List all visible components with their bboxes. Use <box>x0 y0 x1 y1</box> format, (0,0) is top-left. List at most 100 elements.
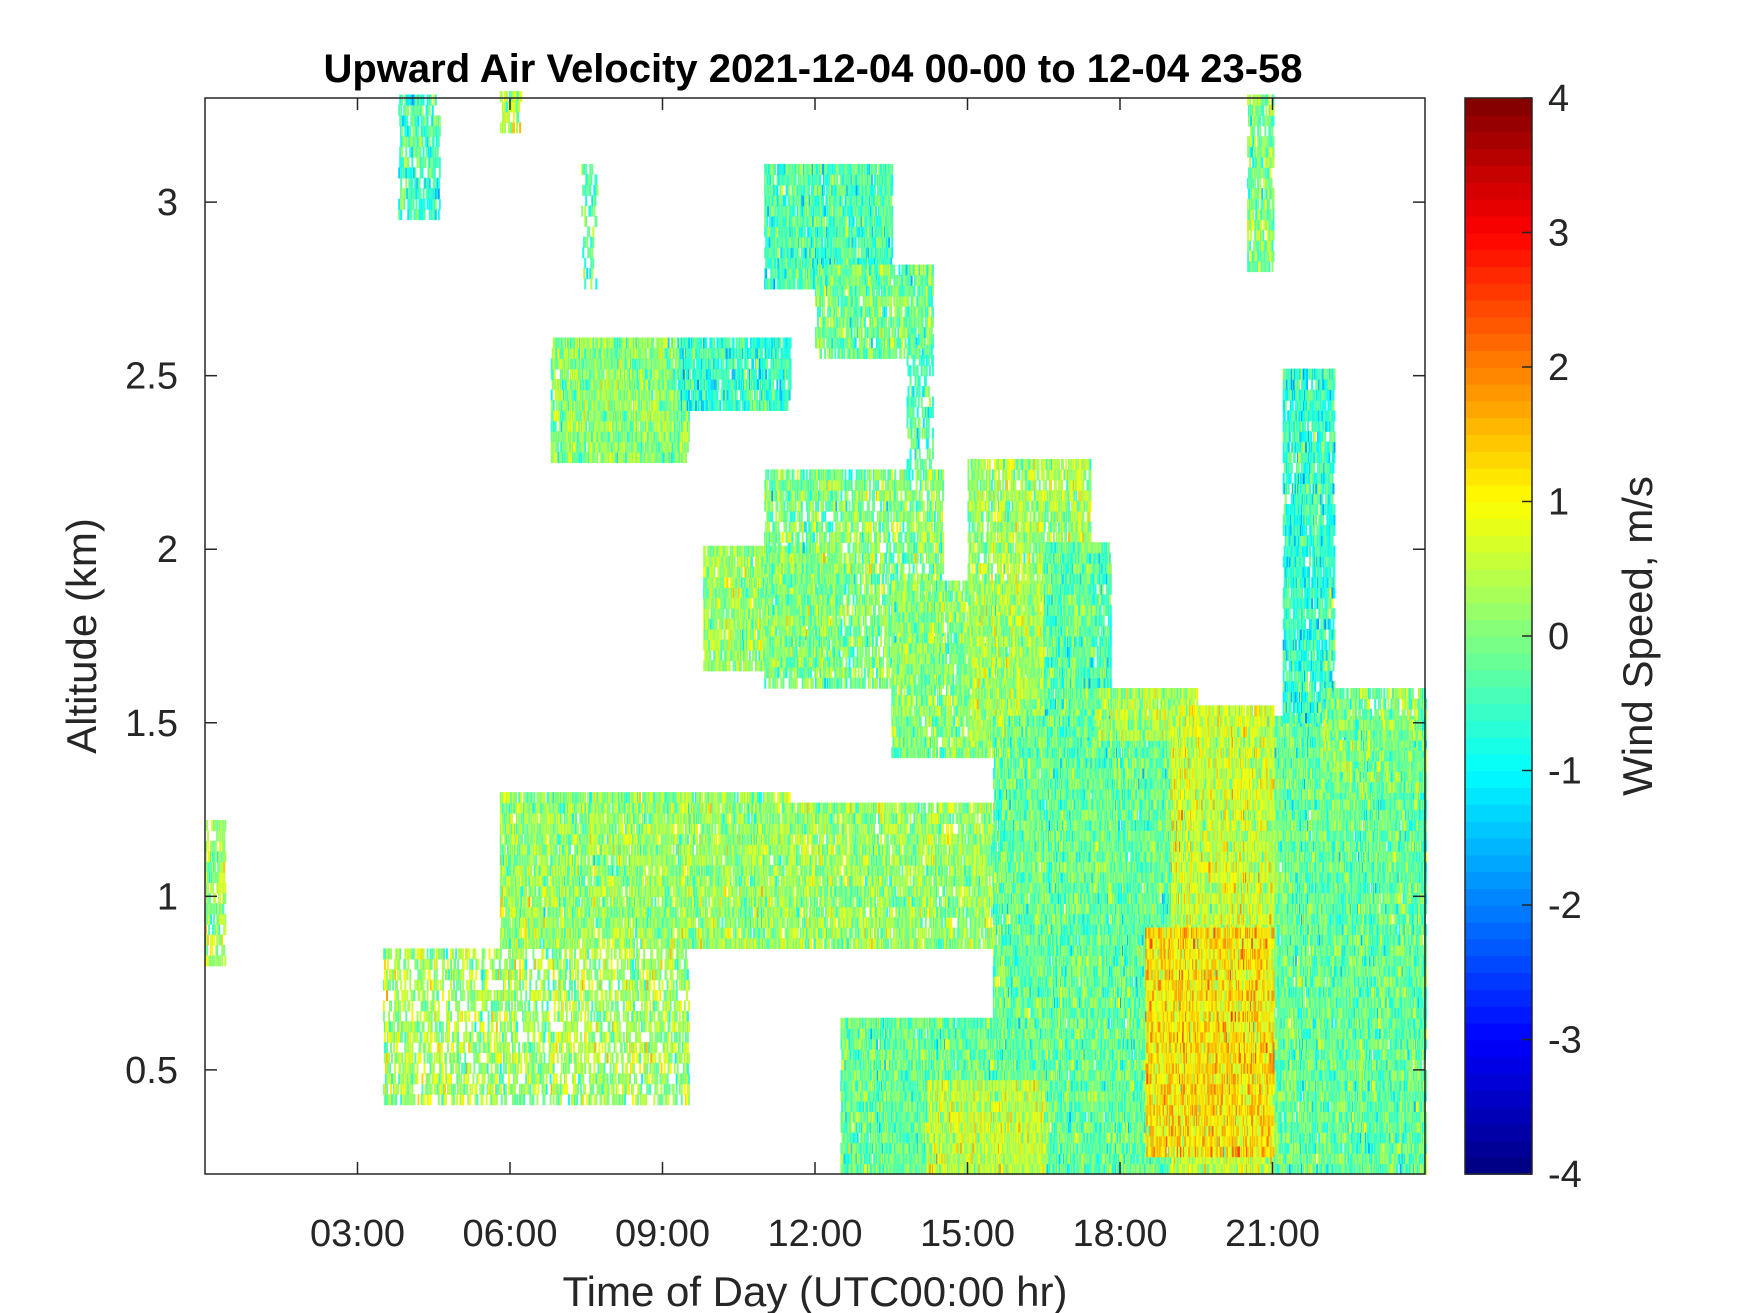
heatmap-cell <box>592 258 594 269</box>
heatmap-cell <box>624 410 626 421</box>
heatmap-cell <box>420 188 422 199</box>
heatmap-cell <box>430 95 432 106</box>
heatmap-cell <box>211 903 213 914</box>
heatmap-cell <box>585 216 587 227</box>
heatmap-cell <box>667 358 669 369</box>
heatmap-cell <box>600 442 602 453</box>
heatmap-cell <box>593 442 595 453</box>
heatmap-cell <box>213 935 215 946</box>
heatmap-cell <box>588 174 590 185</box>
heatmap-cell <box>569 421 571 432</box>
heatmap-cell <box>650 421 652 432</box>
heatmap-cell <box>661 421 663 432</box>
heatmap-cell <box>637 379 639 390</box>
heatmap-cell <box>219 882 221 893</box>
heatmap-cell <box>216 945 218 956</box>
heatmap-cell <box>207 935 209 946</box>
heatmap-cell <box>712 348 714 359</box>
heatmap-cell <box>224 882 226 893</box>
heatmap-cell <box>585 421 587 432</box>
heatmap-cell <box>591 164 593 175</box>
heatmap-cell <box>584 358 586 369</box>
heatmap-cell <box>678 400 680 411</box>
heatmap-cell <box>206 914 208 925</box>
heatmap-cell <box>215 851 217 862</box>
heatmap-cell <box>586 268 588 279</box>
heatmap-cell <box>592 338 594 349</box>
heatmap-cell <box>568 379 570 390</box>
heatmap-cell <box>217 903 219 914</box>
heatmap-cell <box>622 369 624 380</box>
heatmap-cell <box>691 379 693 390</box>
heatmap-cell <box>427 199 429 210</box>
heatmap-cell <box>437 147 439 158</box>
heatmap-cell <box>518 102 520 113</box>
heatmap-cell <box>642 390 644 401</box>
heatmap-cell <box>713 338 715 349</box>
heatmap-cell <box>430 157 432 168</box>
heatmap-cell <box>644 410 646 421</box>
heatmap-cell <box>436 126 438 137</box>
heatmap-cell <box>573 442 575 453</box>
heatmap-cell <box>565 379 567 390</box>
heatmap-cell <box>565 442 567 453</box>
heatmap-cell <box>439 199 441 210</box>
heatmap-cell <box>609 338 611 349</box>
heatmap-cell <box>410 136 412 147</box>
heatmap-cell <box>429 209 431 220</box>
heatmap-cell <box>717 379 719 390</box>
heatmap-cell <box>435 209 437 220</box>
heatmap-cell <box>406 115 408 126</box>
heatmap-cell <box>224 955 226 966</box>
heatmap-cell <box>591 247 593 258</box>
heatmap-cell <box>669 410 671 421</box>
heatmap-cell <box>626 421 628 432</box>
heatmap-cell <box>402 157 404 168</box>
heatmap-cell <box>718 369 720 380</box>
heatmap-cell <box>668 431 670 442</box>
heatmap-cell <box>439 167 441 178</box>
heatmap-cell <box>592 226 594 237</box>
heatmap-cell <box>666 390 668 401</box>
heatmap-cell <box>504 122 506 133</box>
heatmap-cell <box>578 348 580 359</box>
heatmap-cell <box>712 369 714 380</box>
heatmap-cell <box>570 348 572 359</box>
heatmap-cell <box>589 206 591 217</box>
heatmap-cell <box>410 167 412 178</box>
heatmap-cell <box>684 390 686 401</box>
heatmap-cell <box>409 126 411 137</box>
heatmap-cell <box>516 122 518 133</box>
heatmap-cell <box>687 348 689 359</box>
heatmap-cell <box>713 400 715 411</box>
heatmap-cell <box>672 421 674 432</box>
heatmap-cell <box>590 338 592 349</box>
heatmap-cell <box>669 400 671 411</box>
heatmap-cell <box>579 369 581 380</box>
heatmap-cell <box>674 390 676 401</box>
heatmap-cell <box>618 369 620 380</box>
heatmap-cell <box>217 862 219 873</box>
heatmap-cell <box>596 452 598 463</box>
heatmap-cell <box>513 122 515 133</box>
heatmap-cell <box>697 358 699 369</box>
heatmap-cell <box>626 348 628 359</box>
heatmap-cell <box>561 400 563 411</box>
heatmap-cell <box>504 102 506 113</box>
heatmap-cell <box>438 188 440 199</box>
heatmap-cell <box>648 400 650 411</box>
heatmap-cell <box>555 452 557 463</box>
heatmap-cell <box>411 157 413 168</box>
heatmap-cell <box>556 400 558 411</box>
heatmap-cell <box>679 379 681 390</box>
heatmap-cell <box>640 452 642 463</box>
heatmap-cell <box>211 820 213 831</box>
heatmap-cell <box>592 237 594 248</box>
heatmap-cell <box>421 199 423 210</box>
heatmap-cell <box>655 431 657 442</box>
heatmap-cell <box>508 122 510 133</box>
heatmap-cell <box>584 258 586 269</box>
heatmap-cell <box>642 431 644 442</box>
heatmap-cell <box>630 400 632 411</box>
heatmap-cell <box>220 820 222 831</box>
